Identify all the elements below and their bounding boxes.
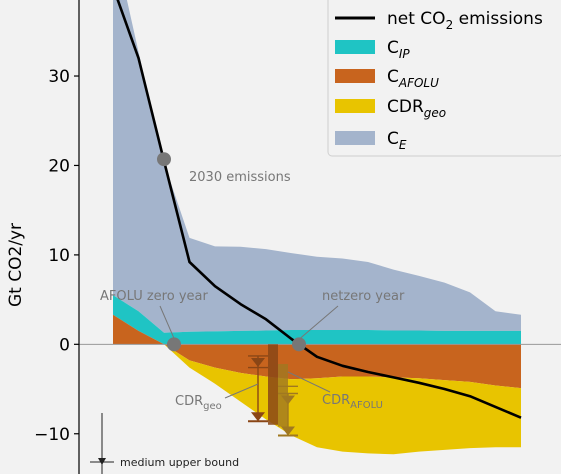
cdr-geo-error-bar	[248, 355, 268, 423]
area-c-ip	[113, 295, 521, 345]
leader-cdr-afolu	[287, 371, 331, 393]
y-axis: −10 0 10 20 30 Gt CO2/yr	[6, 0, 80, 474]
label-2030-emissions: 2030 emissions	[189, 170, 291, 185]
leader-netzero-year	[298, 305, 339, 340]
area-cdr-geo	[113, 344, 521, 455]
legend-swatch-1	[335, 40, 375, 54]
areas-layer	[113, 0, 521, 455]
marker-afolu-zero-year	[167, 337, 181, 352]
legend-item-4: CE	[335, 129, 407, 152]
area-c-e	[113, 0, 521, 333]
legend-swatch-3	[335, 99, 375, 113]
label-afolu-zero-year: AFOLU zero year	[100, 289, 208, 304]
annotations-layer: 2030 emissions AFOLU zero year netzero yea…	[90, 170, 405, 474]
y-tick-label--10: −10	[34, 425, 70, 445]
legend-swatch-4	[335, 131, 375, 145]
label-cdr-afolu: CDRAFOLU	[322, 393, 383, 411]
legend-label-1: CIP	[387, 38, 410, 61]
cdr-afolu-error-bar	[278, 392, 298, 437]
cdr-geo-bar	[268, 344, 278, 425]
legend-item-1: CIP	[335, 38, 410, 61]
legend-label-3: CDRgeo	[387, 97, 446, 120]
net-line-layer	[116, 0, 522, 419]
legend-label-2: CAFOLU	[387, 67, 439, 90]
y-tick-label-0: 0	[59, 335, 70, 355]
net-emissions-line	[116, 0, 522, 419]
y-tick-label-10: 10	[48, 246, 70, 266]
cdr-afolu-bar	[278, 363, 288, 427]
leader-cdr-geo	[224, 383, 259, 399]
legend-item-0: net CO2 emissions	[335, 9, 543, 32]
legend-swatch-2	[335, 69, 375, 83]
cdr-bars-layer	[248, 344, 298, 437]
legend-item-2: CAFOLU	[335, 67, 439, 90]
legend-label-0: net CO2 emissions	[387, 9, 543, 32]
legend: net CO2 emissions CIP CAFOLU CDRgeo CE	[327, 0, 561, 157]
legend-label-4: CE	[387, 129, 407, 152]
marker-2030-emissions	[157, 152, 171, 167]
y-tick-label-30: 30	[48, 67, 70, 87]
leader-afolu-zero-year	[159, 305, 175, 339]
legend-item-3: CDRgeo	[335, 97, 446, 120]
marker-netzero-year	[292, 337, 306, 352]
y-tick-label-20: 20	[48, 156, 70, 176]
area-c-afolu-negative	[113, 344, 521, 389]
markers-layer	[157, 152, 306, 352]
label-medium-upper-bound: medium upper bound	[120, 456, 239, 469]
legend-box	[327, 0, 561, 157]
label-netzero-year: netzero year	[322, 289, 405, 304]
y-axis-label: Gt CO2/yr	[6, 223, 26, 307]
label-cdr-geo: CDRgeo	[175, 394, 222, 412]
upper-bound-arrow	[98, 458, 106, 465]
area-c-afolu-positive	[113, 314, 521, 345]
